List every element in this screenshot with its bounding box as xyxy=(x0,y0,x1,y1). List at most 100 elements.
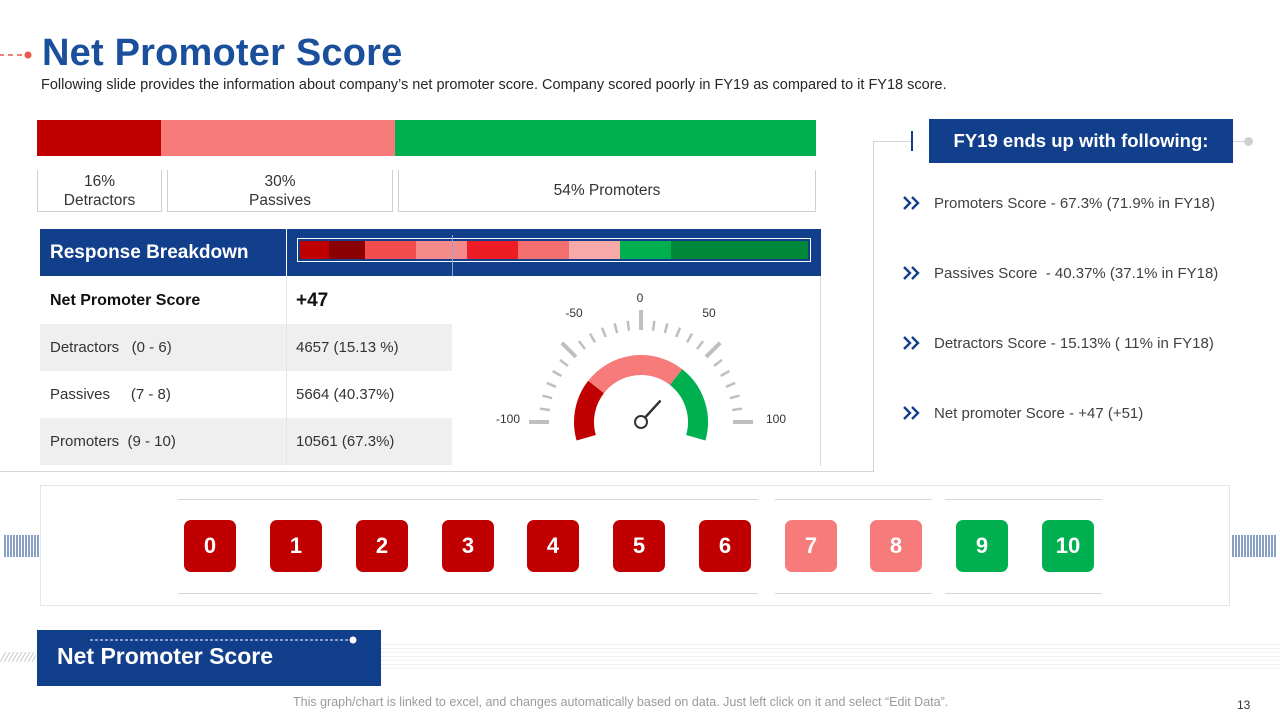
gauge-tick xyxy=(713,358,723,367)
scale-group-line-detractors xyxy=(178,593,758,594)
gauge-tick xyxy=(685,333,694,343)
nps-distribution-bar xyxy=(37,120,816,156)
passives-text: Passives xyxy=(248,191,312,209)
fy19-item-detractors: Detractors Score - 15.13% ( 11% in FY18) xyxy=(902,334,1214,352)
detractors-label: 16% Detractors xyxy=(37,170,162,212)
gauge-detractor-arc xyxy=(574,380,605,441)
fy19-item-text: Promoters Score - 67.3% (71.9% in FY18) xyxy=(934,194,1215,212)
gauge-tick xyxy=(725,381,736,388)
barcode-left-icon xyxy=(4,535,39,557)
gauge-passive-arc xyxy=(588,355,683,394)
fy19-item-nps: Net promoter Score - +47 (+51) xyxy=(902,404,1143,422)
score-button-8[interactable]: 8 xyxy=(870,520,922,572)
fy19-summary-header: FY19 ends up with following: xyxy=(929,119,1233,163)
gauge-tick xyxy=(600,327,607,338)
scale-group-line-promoters xyxy=(945,593,1102,594)
detractors-segment xyxy=(37,120,161,156)
gauge-tick xyxy=(542,394,553,400)
double-chevron-right-icon xyxy=(903,406,920,420)
score-button-0[interactable]: 0 xyxy=(184,520,236,572)
fy19-item-text: Net promoter Score - +47 (+51) xyxy=(934,404,1144,422)
score-button-10[interactable]: 10 xyxy=(1042,520,1094,572)
gauge-tick xyxy=(552,369,562,378)
gauge-needle-hub xyxy=(634,415,648,429)
gauge-tick xyxy=(675,327,682,338)
gauge-tick xyxy=(732,407,743,412)
response-breakdown-header: Response Breakdown xyxy=(40,229,286,276)
panel-divider xyxy=(0,471,874,472)
footer-note: This graph/chart is linked to excel, and… xyxy=(293,695,949,709)
gauge-tick xyxy=(729,394,740,400)
gauge-label-min: -100 xyxy=(496,412,520,426)
score-button-2[interactable]: 2 xyxy=(356,520,408,572)
panel-divider xyxy=(873,141,913,142)
row-label: Passives (7 - 8) xyxy=(40,371,287,418)
gauge-tick xyxy=(539,407,550,412)
detractors-pct: 16% xyxy=(83,172,116,190)
detractors-text: Detractors xyxy=(63,191,136,209)
panel-divider xyxy=(820,276,821,466)
page-number: 13 xyxy=(1237,698,1251,712)
gauge-tick xyxy=(720,369,730,378)
gauge-needle xyxy=(644,400,662,419)
fy19-item-passives: Passives Score - 40.37% (37.1% in FY18) xyxy=(902,264,1218,282)
gauge-label-max: 100 xyxy=(766,412,786,426)
double-chevron-right-icon xyxy=(903,266,920,280)
promoters-text: 54% Promoters xyxy=(553,182,661,199)
row-label: Promoters (9 - 10) xyxy=(40,418,287,465)
gauge-label-zero: 0 xyxy=(637,291,644,305)
score-button-6[interactable]: 6 xyxy=(699,520,751,572)
gauge-tick xyxy=(559,358,569,367)
gauge-tick xyxy=(704,341,722,359)
gauge-tick xyxy=(626,320,631,331)
scale-group-line-detractors xyxy=(178,499,758,500)
fy19-item-text: Detractors Score - 15.13% ( 11% in FY18) xyxy=(934,334,1214,352)
page-subtitle: Following slide provides the information… xyxy=(41,77,947,93)
scale-group-line-passives xyxy=(775,593,932,594)
score-button-4[interactable]: 4 xyxy=(527,520,579,572)
scale-group-line-passives xyxy=(775,499,932,500)
row-value: 10561 (67.3%) xyxy=(296,433,395,450)
scale-group-line-promoters xyxy=(945,499,1102,500)
gauge-ticks xyxy=(529,310,753,424)
footer-dashed-line xyxy=(90,636,357,644)
gauge-tick xyxy=(663,323,669,334)
gauge-tick xyxy=(651,320,656,331)
promoters-segment xyxy=(395,120,816,156)
gauge-tick xyxy=(588,333,597,343)
passives-pct: 30% xyxy=(264,172,296,190)
score-button-1[interactable]: 1 xyxy=(270,520,322,572)
score-button-7[interactable]: 7 xyxy=(785,520,837,572)
footer-stripes-icon xyxy=(0,652,36,662)
gauge-tick xyxy=(613,323,619,334)
score-button-3[interactable]: 3 xyxy=(442,520,494,572)
row-value: 5664 (40.37%) xyxy=(296,386,395,403)
double-chevron-right-icon xyxy=(903,196,920,210)
table-row-promoters: Promoters (9 - 10) 10561 (67.3%) xyxy=(40,418,452,465)
panel-divider xyxy=(911,131,913,151)
row-value: +47 xyxy=(296,289,329,311)
passives-segment xyxy=(161,120,395,156)
double-chevron-right-icon xyxy=(903,336,920,350)
panel-divider xyxy=(1233,141,1247,142)
panel-divider xyxy=(873,141,874,472)
score-button-9[interactable]: 9 xyxy=(956,520,1008,572)
rating-scale-panel xyxy=(40,485,1230,606)
fy19-item-promoters: Promoters Score - 67.3% (71.9% in FY18) xyxy=(902,194,1215,212)
nps-gauge: -100 -50 0 50 100 xyxy=(496,291,786,441)
score-button-5[interactable]: 5 xyxy=(613,520,665,572)
footer-title: Net Promoter Score xyxy=(57,643,274,669)
row-label: Net Promoter Score xyxy=(40,277,287,324)
table-row-passives: Passives (7 - 8) 5664 (40.37%) xyxy=(40,371,452,418)
gauge-label-p50: 50 xyxy=(702,306,716,320)
title-accent-icon xyxy=(0,51,32,59)
gauge-tick xyxy=(546,381,557,388)
gauge-label-m50: -50 xyxy=(565,306,583,320)
response-color-strip xyxy=(297,238,811,262)
table-row-nps: Net Promoter Score +47 xyxy=(40,277,452,324)
row-label: Detractors (0 - 6) xyxy=(40,324,287,371)
promoters-label: 54% Promoters xyxy=(398,170,816,212)
connector-dot-icon xyxy=(1244,137,1253,146)
gauge-tick xyxy=(577,340,586,350)
barcode-right-icon xyxy=(1232,535,1276,557)
